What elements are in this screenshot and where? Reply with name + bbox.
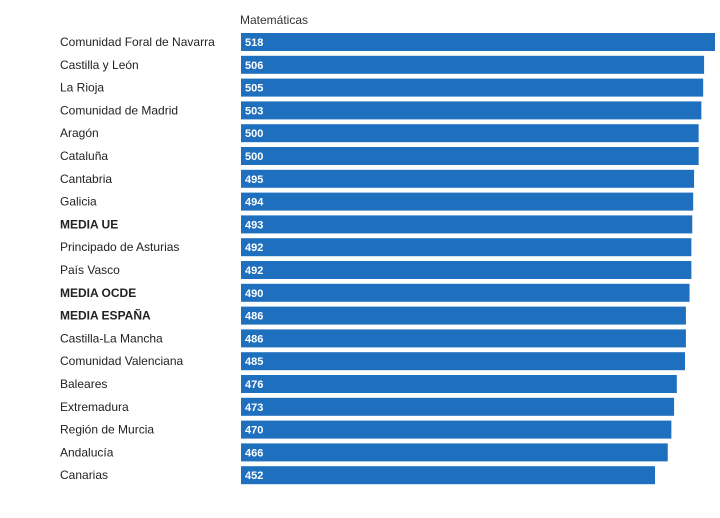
bar-value-label: 490: [245, 288, 263, 300]
category-label: Canarias: [60, 468, 108, 482]
bar-value-label: 494: [245, 197, 264, 209]
category-label: Principado de Asturias: [60, 240, 179, 254]
bar-value-label: 506: [245, 60, 263, 72]
chart-title: Matemáticas: [240, 13, 309, 27]
category-label: Comunidad Foral de Navarra: [60, 35, 215, 49]
category-label: Comunidad Valenciana: [60, 354, 184, 368]
bar: [241, 443, 668, 462]
category-label: Cantabria: [60, 172, 112, 186]
bar: [241, 397, 675, 416]
bar-value-label: 485: [245, 356, 263, 368]
category-label: MEDIA ESPAÑA: [60, 308, 151, 323]
bar: [241, 420, 672, 439]
bar: [241, 215, 693, 234]
bar: [241, 238, 692, 257]
bar-value-label: 466: [245, 447, 263, 459]
bar-value-label: 495: [245, 174, 263, 186]
category-label: Galicia: [60, 195, 97, 209]
bar-value-label: 500: [245, 151, 263, 163]
bar-value-label: 503: [245, 105, 263, 117]
category-label: MEDIA UE: [60, 217, 118, 231]
bar: [241, 283, 690, 302]
bar: [241, 55, 705, 74]
bar: [241, 466, 655, 485]
bar: [241, 261, 692, 279]
category-label: Aragón: [60, 126, 99, 140]
category-label: País Vasco: [60, 263, 120, 277]
bar-value-label: 486: [245, 311, 263, 323]
category-label: Baleares: [60, 377, 107, 391]
bar: [241, 352, 685, 371]
bar: [241, 78, 704, 97]
category-label: Castilla y León: [60, 58, 139, 72]
category-label: Castilla-La Mancha: [60, 331, 163, 345]
bar: [241, 375, 677, 393]
category-label: Andalucía: [60, 445, 114, 459]
bar: [241, 101, 702, 120]
category-label: Extremadura: [60, 400, 129, 414]
category-label: La Rioja: [60, 81, 104, 95]
bar: [241, 169, 695, 188]
bar-value-label: 505: [245, 83, 263, 95]
bar-value-label: 452: [245, 470, 263, 482]
bar: [241, 192, 694, 211]
bar-value-label: 518: [245, 37, 263, 49]
bar-value-label: 492: [245, 242, 263, 254]
category-label: Cataluña: [60, 149, 108, 163]
bar: [241, 33, 715, 51]
bar-value-label: 492: [245, 265, 263, 277]
bar: [241, 124, 699, 143]
bar-value-label: 470: [245, 425, 263, 437]
bar: [241, 306, 686, 325]
bar: [241, 147, 699, 165]
bar-value-label: 493: [245, 219, 263, 231]
bar: [241, 329, 686, 348]
category-label: MEDIA OCDE: [60, 286, 136, 300]
bar-value-label: 476: [245, 379, 263, 391]
category-label: Región de Murcia: [60, 423, 154, 437]
bar-value-label: 500: [245, 128, 263, 140]
bar-value-label: 486: [245, 333, 263, 345]
bar-value-label: 473: [245, 402, 263, 414]
category-label: Comunidad de Madrid: [60, 103, 178, 117]
